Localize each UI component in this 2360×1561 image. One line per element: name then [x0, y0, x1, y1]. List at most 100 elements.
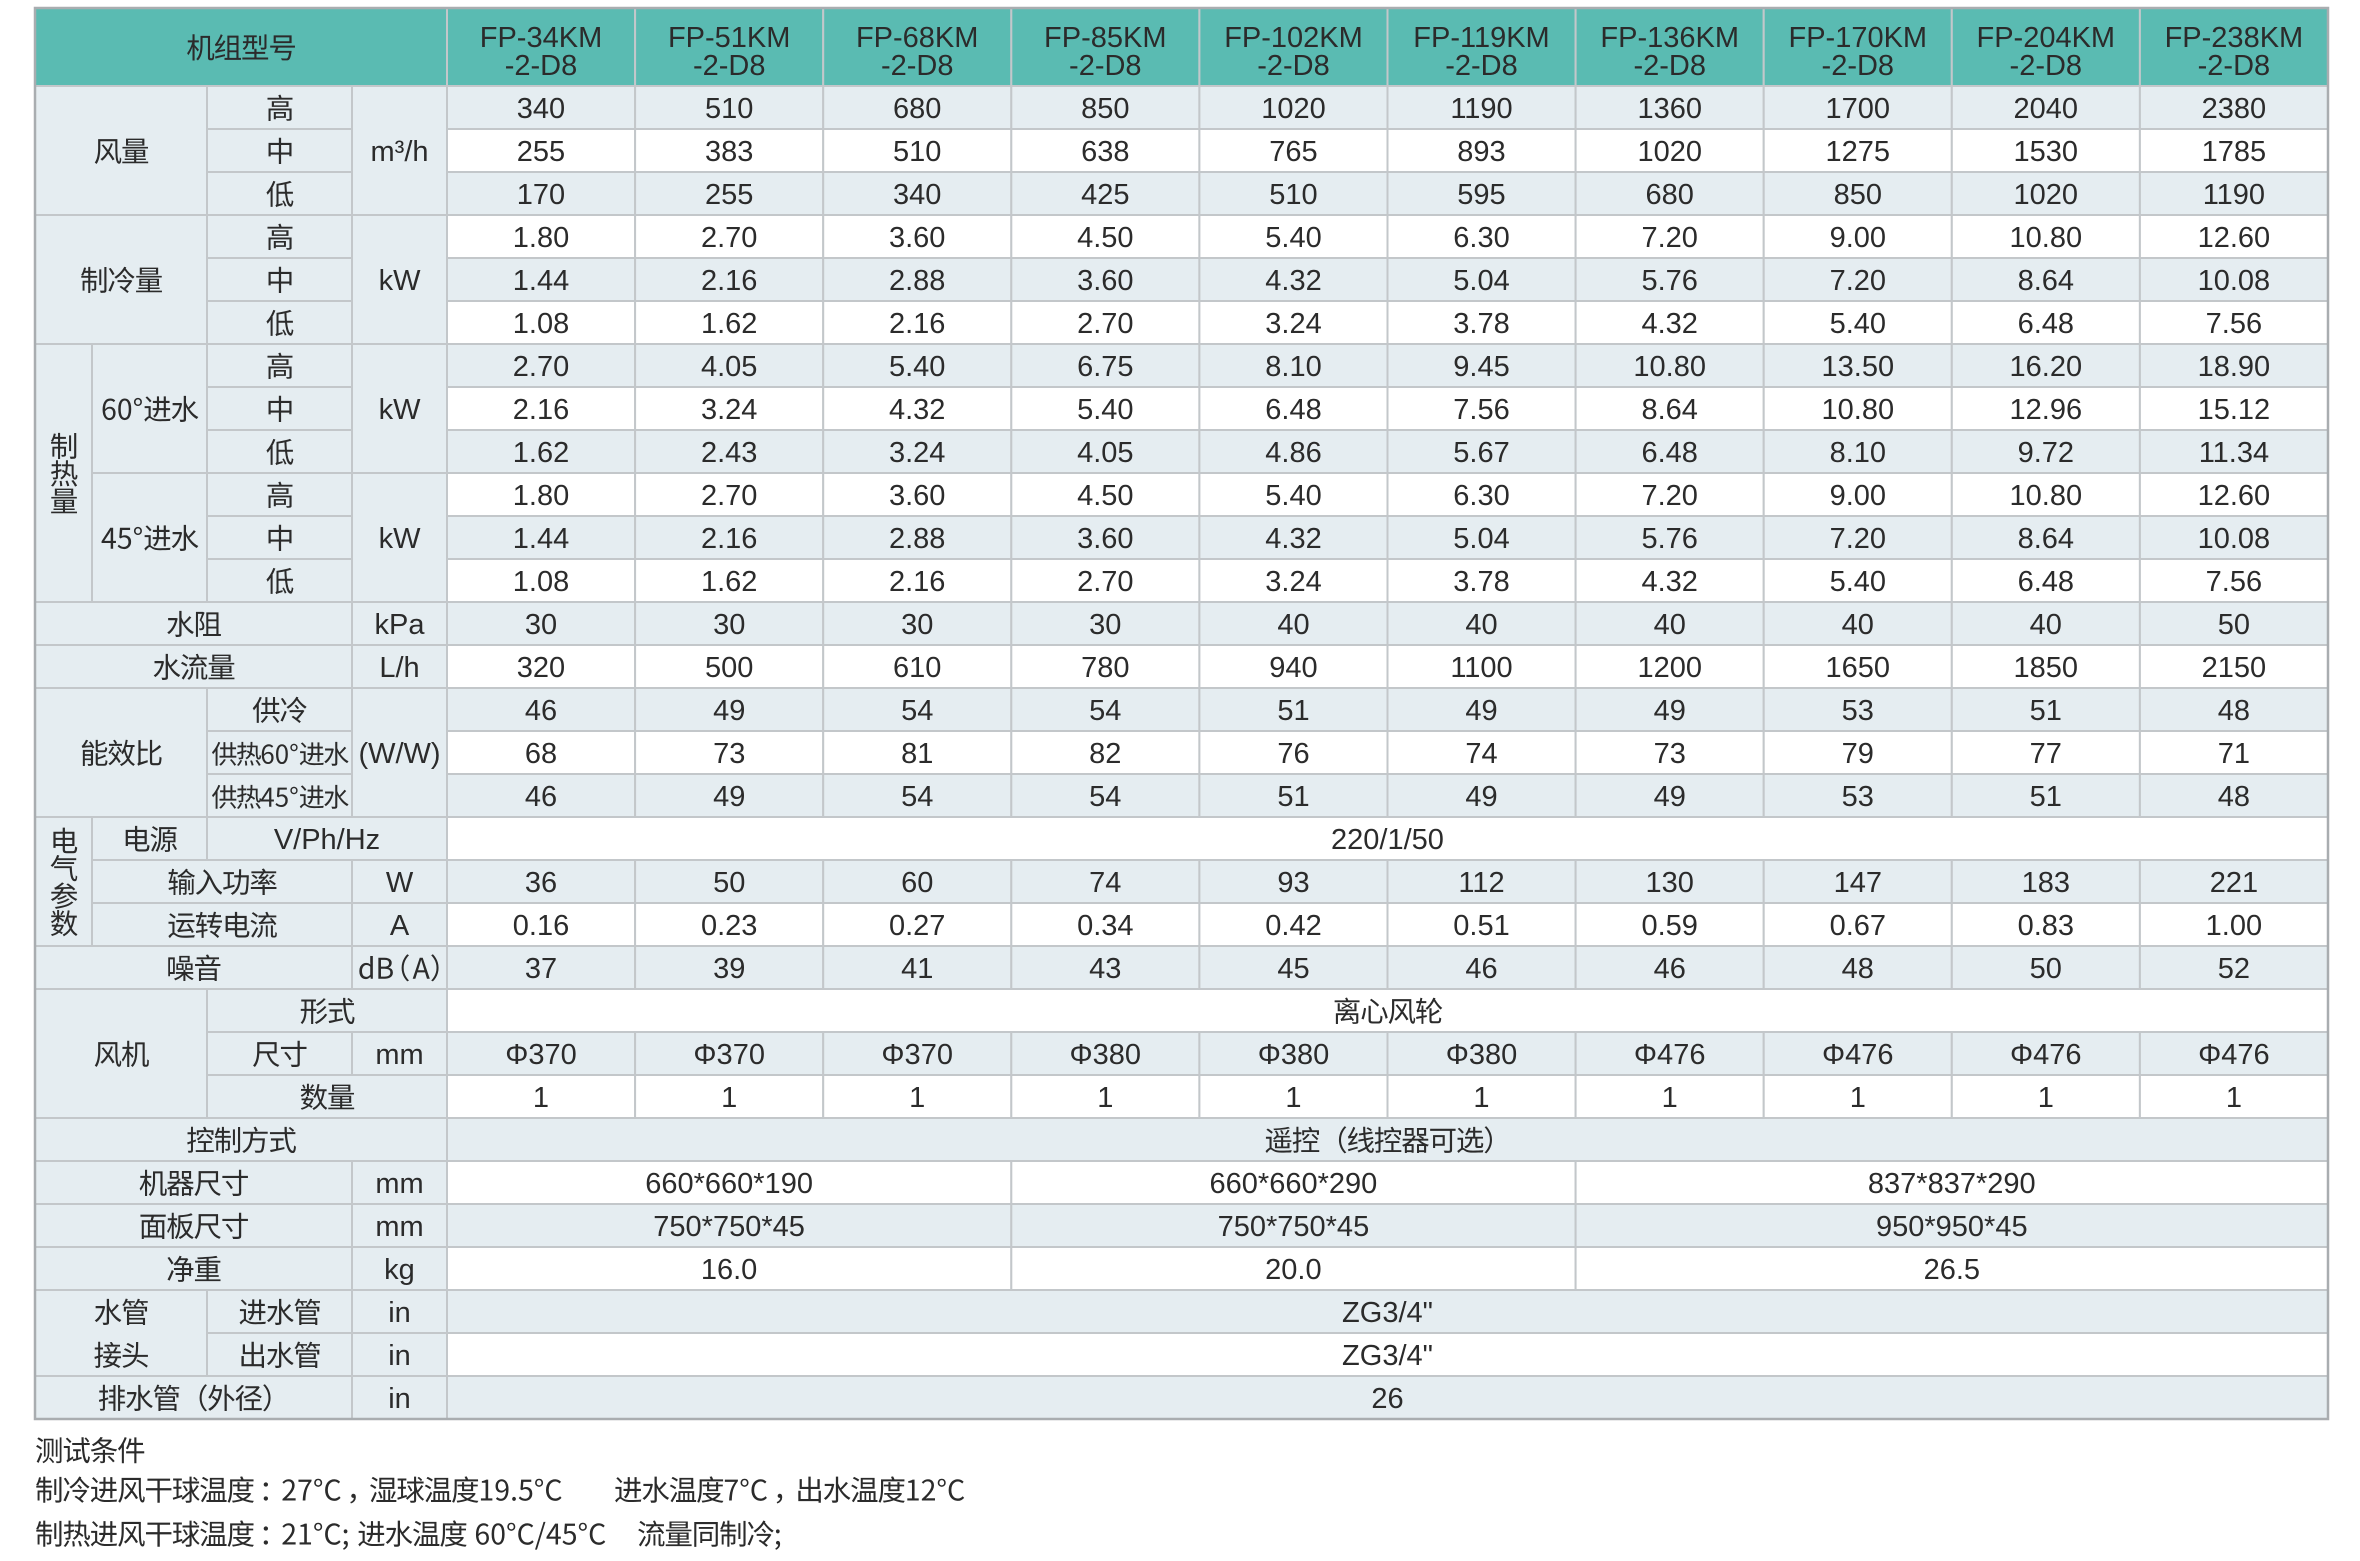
svg-text:183: 183: [2022, 867, 2070, 899]
svg-text:147: 147: [1834, 867, 1882, 899]
svg-text:-2-D8: -2-D8: [881, 50, 954, 82]
svg-text:Φ370: Φ370: [881, 1039, 953, 1071]
svg-text:49: 49: [1654, 695, 1686, 727]
svg-text:1020: 1020: [1261, 93, 1326, 125]
svg-text:1020: 1020: [2014, 179, 2079, 211]
svg-text:3.24: 3.24: [1265, 566, 1321, 598]
svg-text:30: 30: [901, 609, 933, 641]
svg-text:1530: 1530: [2014, 136, 2079, 168]
svg-text:5.40: 5.40: [1077, 394, 1133, 426]
svg-text:10.80: 10.80: [2010, 222, 2083, 254]
svg-text:6.48: 6.48: [2018, 566, 2074, 598]
svg-text:93: 93: [1277, 867, 1309, 899]
svg-text:0.16: 0.16: [513, 910, 569, 942]
svg-text:-2-D8: -2-D8: [1633, 50, 1706, 82]
svg-text:7.56: 7.56: [2206, 566, 2262, 598]
svg-text:5.40: 5.40: [1830, 308, 1886, 340]
svg-text:5.40: 5.40: [1830, 566, 1886, 598]
svg-text:5.40: 5.40: [1265, 480, 1321, 512]
svg-text:850: 850: [1834, 179, 1882, 211]
svg-text:3.60: 3.60: [889, 222, 945, 254]
svg-text:4.50: 4.50: [1077, 480, 1133, 512]
svg-text:51: 51: [1277, 781, 1309, 813]
svg-text:mm: mm: [375, 1211, 423, 1243]
svg-text:12.96: 12.96: [2010, 394, 2083, 426]
svg-text:50: 50: [2218, 609, 2250, 641]
svg-text:9.00: 9.00: [1830, 480, 1886, 512]
svg-text:40: 40: [1654, 609, 1686, 641]
svg-text:6.75: 6.75: [1077, 351, 1133, 383]
svg-text:76: 76: [1277, 738, 1309, 770]
svg-text:kg: kg: [384, 1254, 415, 1286]
svg-text:-2-D8: -2-D8: [1257, 50, 1330, 82]
svg-text:-2-D8: -2-D8: [1822, 50, 1895, 82]
svg-text:5.04: 5.04: [1453, 265, 1509, 297]
svg-text:2.16: 2.16: [701, 523, 757, 555]
svg-text:46: 46: [1654, 953, 1686, 985]
svg-text:10.80: 10.80: [1822, 394, 1895, 426]
svg-text:9.00: 9.00: [1830, 222, 1886, 254]
svg-text:79: 79: [1842, 738, 1874, 770]
svg-text:40: 40: [1465, 609, 1497, 641]
svg-text:49: 49: [1465, 781, 1497, 813]
svg-text:610: 610: [893, 652, 941, 684]
svg-text:40: 40: [2030, 609, 2062, 641]
svg-text:510: 510: [893, 136, 941, 168]
svg-text:40: 40: [1277, 609, 1309, 641]
svg-text:Φ370: Φ370: [505, 1039, 577, 1071]
svg-text:Φ370: Φ370: [693, 1039, 765, 1071]
svg-text:FP-68KM: FP-68KM: [856, 22, 978, 54]
svg-text:837*837*290: 837*837*290: [1868, 1168, 2036, 1200]
svg-text:595: 595: [1457, 179, 1505, 211]
svg-text:750*750*45: 750*750*45: [1218, 1211, 1370, 1243]
svg-text:71: 71: [2218, 738, 2250, 770]
svg-text:16.0: 16.0: [701, 1254, 757, 1286]
svg-text:-2-D8: -2-D8: [1445, 50, 1518, 82]
svg-text:0.34: 0.34: [1077, 910, 1133, 942]
svg-text:950*950*45: 950*950*45: [1876, 1211, 2028, 1243]
svg-text:893: 893: [1457, 136, 1505, 168]
svg-text:39: 39: [713, 953, 745, 985]
svg-text:680: 680: [893, 93, 941, 125]
svg-text:1.62: 1.62: [701, 566, 757, 598]
svg-text:37: 37: [525, 953, 557, 985]
svg-text:10.80: 10.80: [2010, 480, 2083, 512]
svg-text:1: 1: [1473, 1082, 1489, 1114]
svg-text:10.08: 10.08: [2198, 523, 2271, 555]
svg-text:1: 1: [1285, 1082, 1301, 1114]
svg-text:2.16: 2.16: [701, 265, 757, 297]
svg-text:8.64: 8.64: [2018, 265, 2074, 297]
svg-text:221: 221: [2210, 867, 2258, 899]
svg-text:1190: 1190: [2203, 179, 2265, 211]
svg-text:54: 54: [1089, 695, 1121, 727]
svg-text:in: in: [388, 1383, 411, 1415]
svg-text:130: 130: [1646, 867, 1694, 899]
svg-text:36: 36: [525, 867, 557, 899]
svg-text:81: 81: [901, 738, 933, 770]
svg-text:780: 780: [1081, 652, 1129, 684]
svg-text:V/Ph/Hz: V/Ph/Hz: [274, 824, 380, 856]
svg-text:7.20: 7.20: [1641, 222, 1697, 254]
svg-text:in: in: [388, 1297, 411, 1329]
svg-text:10.08: 10.08: [2198, 265, 2271, 297]
svg-text:1.08: 1.08: [513, 308, 569, 340]
svg-text:1: 1: [909, 1082, 925, 1114]
svg-text:5.76: 5.76: [1641, 265, 1697, 297]
svg-text:2.16: 2.16: [889, 308, 945, 340]
svg-text:7.20: 7.20: [1830, 523, 1886, 555]
svg-text:Φ476: Φ476: [2198, 1039, 2270, 1071]
svg-text:-2-D8: -2-D8: [2198, 50, 2271, 82]
svg-text:FP-85KM: FP-85KM: [1044, 22, 1166, 54]
svg-text:0.23: 0.23: [701, 910, 757, 942]
svg-text:2380: 2380: [2202, 93, 2267, 125]
svg-text:2.70: 2.70: [513, 351, 569, 383]
svg-text:FP-170KM: FP-170KM: [1788, 22, 1927, 54]
svg-text:68: 68: [525, 738, 557, 770]
svg-text:m³/h: m³/h: [371, 136, 429, 168]
svg-text:30: 30: [1089, 609, 1121, 641]
svg-text:4.32: 4.32: [1641, 308, 1697, 340]
svg-text:3.24: 3.24: [889, 437, 945, 469]
svg-text:kW: kW: [379, 394, 422, 426]
svg-text:1360: 1360: [1637, 93, 1702, 125]
svg-text:FP-51KM: FP-51KM: [668, 22, 790, 54]
